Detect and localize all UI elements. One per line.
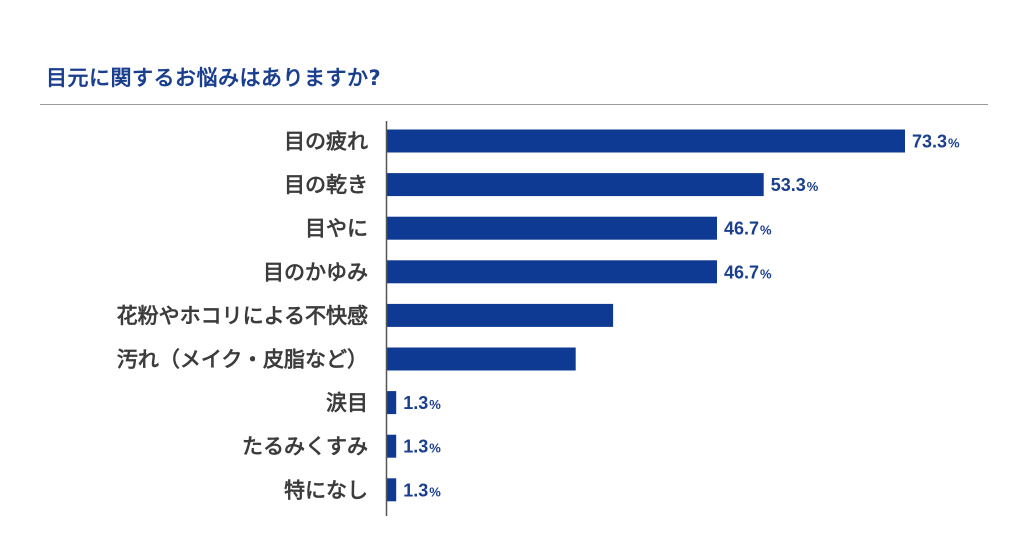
- data-label: 46.7%: [724, 262, 772, 282]
- data-label: 1.3%: [403, 480, 441, 500]
- bar: [387, 347, 576, 371]
- category-label: 目やに: [305, 217, 368, 241]
- category-label: 目の乾き: [284, 173, 368, 197]
- bar: [387, 391, 397, 415]
- bar: [387, 129, 905, 153]
- category-label: たるみくすみ: [242, 435, 368, 459]
- bar: [387, 303, 614, 327]
- bar: [387, 478, 397, 502]
- title-divider: [40, 104, 988, 105]
- category-label: 目の疲れ: [284, 130, 368, 154]
- bars-layer: 目の疲れ 73.3% 目の乾き 53.3% 目やに 46.7% 目のかゆみ 46.7% 花粉やホ…: [117, 129, 960, 502]
- data-label: 46.7%: [724, 219, 772, 239]
- category-label: 涙目: [326, 391, 368, 415]
- data-label: 73.3%: [912, 132, 960, 152]
- category-label: 特になし: [284, 478, 368, 502]
- bar: [387, 260, 717, 284]
- data-label: 1.3%: [403, 393, 441, 413]
- category-label: 汚れ（メイク・皮脂など）: [117, 348, 368, 372]
- bar: [387, 434, 397, 458]
- category-label: 目のかゆみ: [263, 260, 368, 284]
- bar: [387, 216, 717, 240]
- category-label: 花粉やホコリによる不快感: [117, 304, 368, 328]
- bar: [387, 173, 764, 197]
- data-label: 1.3%: [403, 437, 441, 457]
- chart-title: 目元に関するお悩みはありますか?: [46, 66, 382, 90]
- data-label: 53.3%: [771, 175, 819, 195]
